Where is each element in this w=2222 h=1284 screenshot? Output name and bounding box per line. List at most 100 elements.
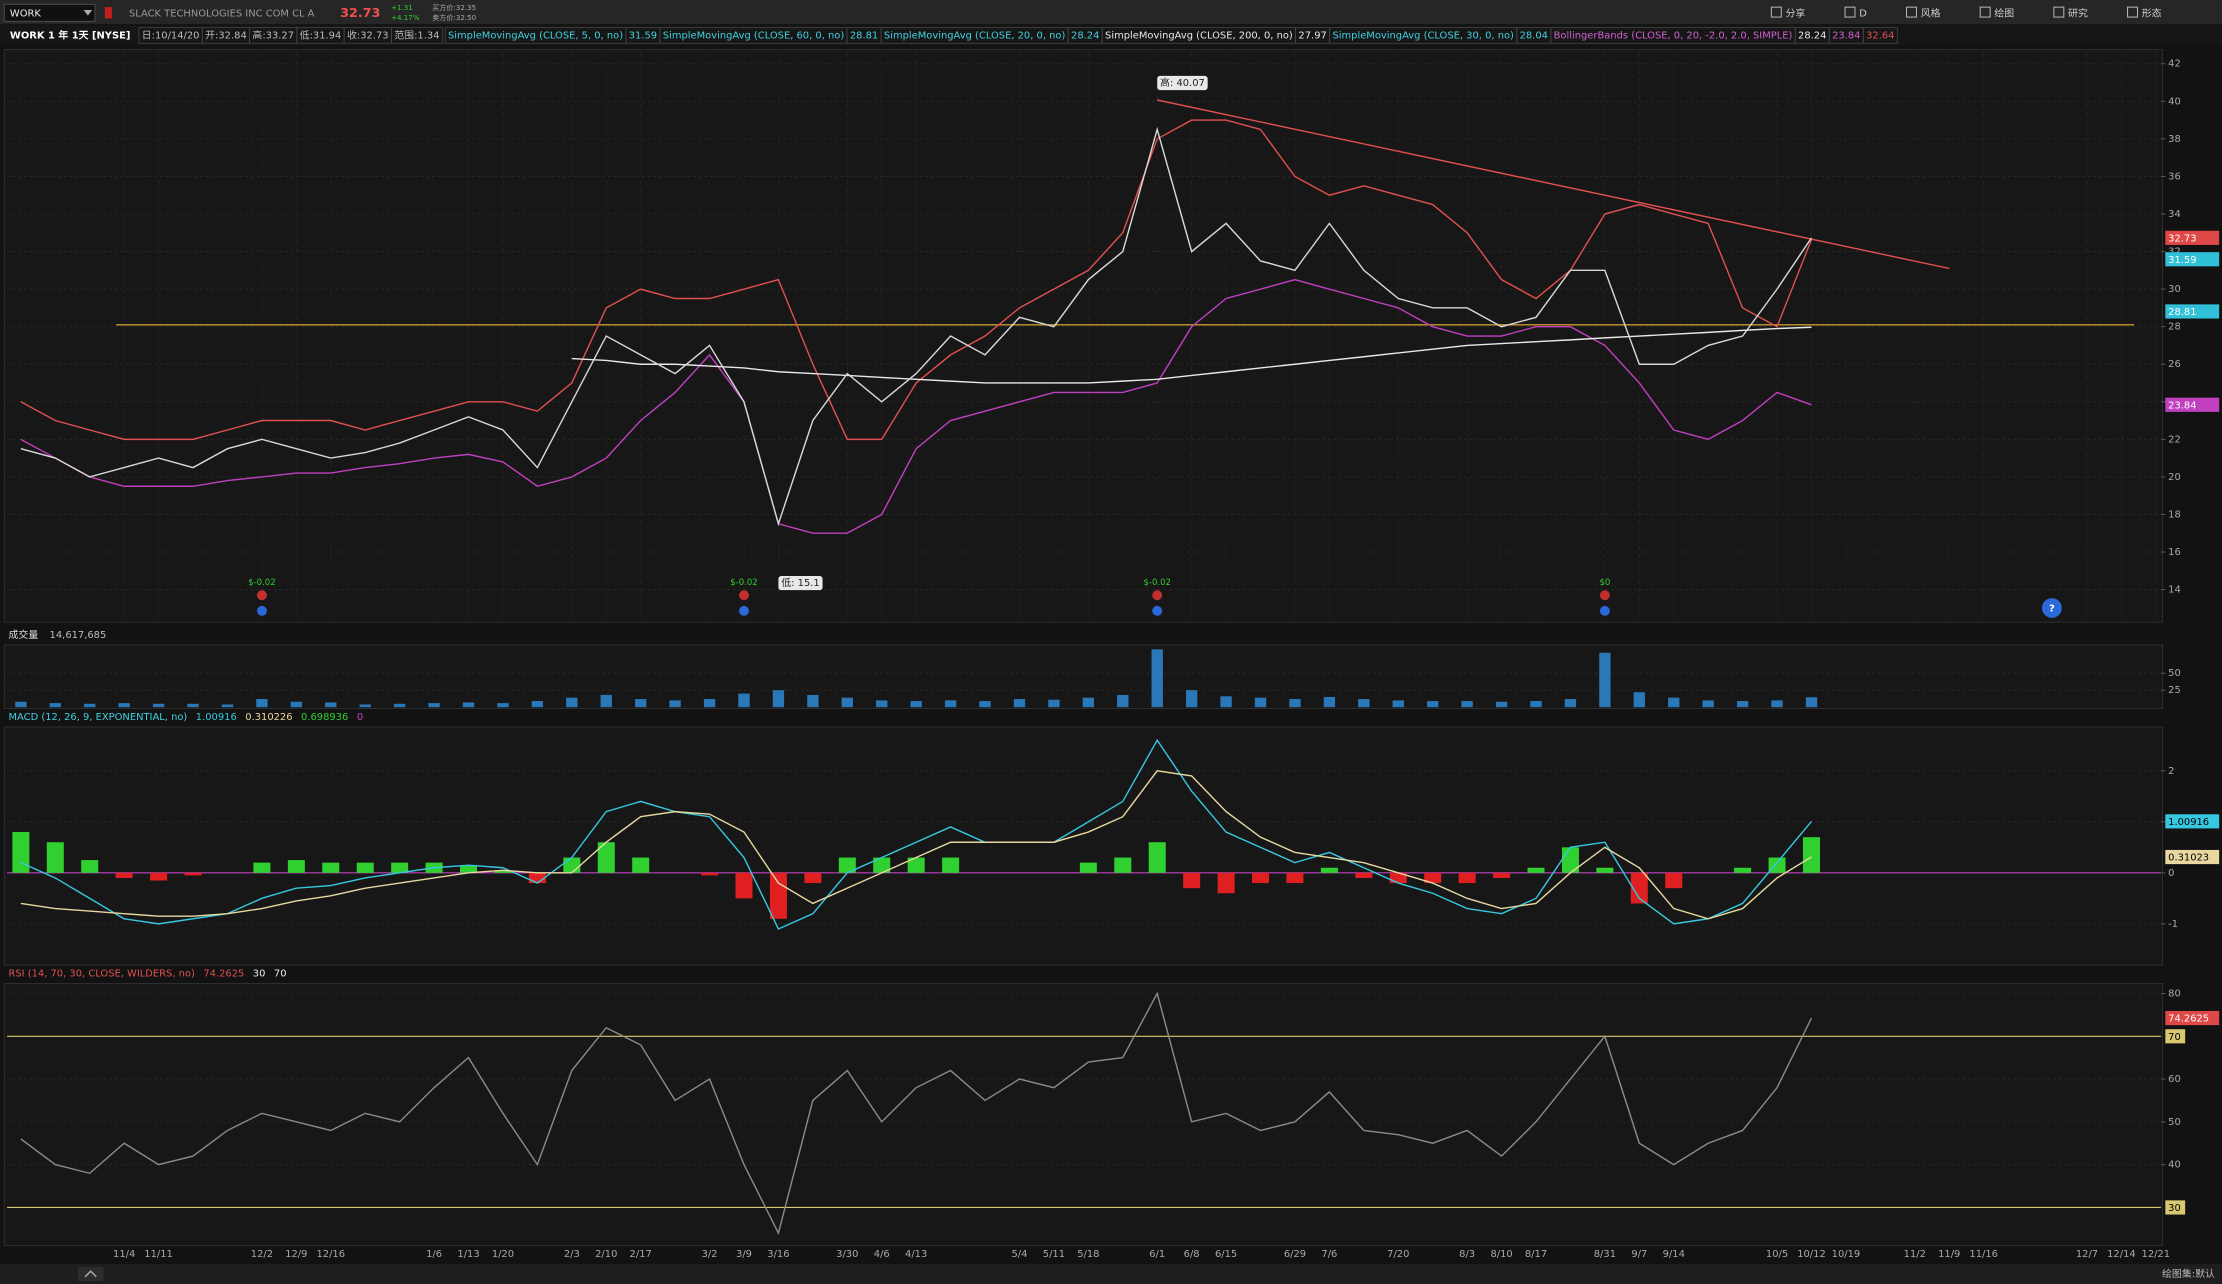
study-value: 32.64 (1866, 30, 1894, 41)
x-tick-label: 12/7 (2076, 1249, 2098, 1260)
macd-histogram-bar (1630, 872, 1648, 904)
header-row (0, 25, 2222, 46)
macd-histogram-bar (1458, 872, 1476, 884)
macd-histogram-bar (701, 872, 719, 876)
price-tag-label: 32.73 (2168, 234, 2196, 245)
y-tick-label: 2 (2168, 766, 2174, 777)
macd-histogram-bar (391, 862, 409, 873)
y-tick-label: 38 (2168, 134, 2181, 145)
volume-bar (1048, 699, 1060, 708)
x-tick-label: 3/2 (702, 1249, 718, 1260)
macd-panel (3, 726, 2163, 966)
macd-histogram-bar (1802, 837, 1820, 873)
ohlc-readout: 低:31.94 (300, 28, 342, 41)
toolbar-button-icon[interactable] (1770, 6, 1782, 18)
volume-bar (393, 703, 406, 708)
volume-bar (1358, 699, 1370, 708)
macd-histogram-bar (46, 842, 64, 873)
macd-histogram-bar (1320, 867, 1338, 873)
event-label: $-0.02 (1144, 578, 1171, 588)
toolbar-button[interactable]: 研究 (2068, 7, 2088, 20)
x-tick-label: 12/16 (316, 1249, 345, 1260)
x-tick-label: 3/9 (736, 1249, 752, 1260)
dividend-marker[interactable] (1599, 605, 1610, 616)
x-tick-label: 2/10 (595, 1249, 617, 1260)
toolbar-button[interactable]: 分享 (1786, 7, 1806, 20)
volume-bar (807, 694, 819, 708)
x-tick-label: 11/9 (1938, 1249, 1960, 1260)
volume-bar (497, 703, 509, 708)
toolbar-button[interactable]: 风格 (1921, 7, 1941, 20)
volume-bar (772, 690, 785, 708)
x-tick-label: 5/18 (1077, 1249, 1099, 1260)
drawing-set[interactable]: 绘图集:默认 (2162, 1267, 2215, 1280)
help-glyph[interactable]: ? (2049, 604, 2055, 615)
price-tag (2165, 814, 2220, 829)
x-tick-label: 10/19 (1832, 1249, 1861, 1260)
y-tick-label: 25 (2168, 685, 2181, 696)
panel-readout: 1.00916 (196, 712, 237, 723)
ohlc-readout: 收:32.73 (347, 28, 389, 41)
series-line (20, 126, 1813, 527)
y-tick-label: 30 (2168, 284, 2181, 295)
macd-histogram-bar (356, 862, 374, 873)
x-tick-label: 8/17 (1525, 1249, 1547, 1260)
dividend-marker[interactable] (739, 605, 749, 616)
study-label: SimpleMovingAvg (CLOSE, 20, 0, no) (884, 30, 1066, 41)
y-tick-label: 22 (2168, 434, 2181, 445)
earnings-marker[interactable] (256, 590, 267, 601)
symbol-box[interactable] (3, 3, 96, 22)
macd-histogram-bar (1079, 862, 1097, 873)
ohlc-readout-box (390, 27, 443, 44)
collapse-button[interactable] (77, 1266, 104, 1282)
macd-histogram-bar (735, 872, 753, 899)
event-label: $-0.02 (730, 578, 757, 588)
x-tick-label: 9/14 (1663, 1249, 1685, 1260)
macd-histogram-bar (769, 872, 787, 919)
extreme-box (778, 575, 823, 591)
toolbar-button[interactable]: 形态 (2142, 7, 2162, 20)
toolbar-button-icon[interactable] (2053, 6, 2065, 18)
extreme-label: 低: 15.1 (781, 576, 819, 589)
volume-bar (118, 703, 130, 708)
earnings-marker[interactable] (1599, 590, 1610, 601)
change: +1.31 (391, 3, 413, 12)
dividend-marker[interactable] (256, 605, 267, 616)
volume-bar (428, 703, 440, 708)
help-button[interactable] (2042, 598, 2062, 618)
volume-bar (1082, 697, 1095, 708)
volume-bar (15, 701, 27, 708)
symbol[interactable]: WORK (10, 9, 41, 20)
volume-bar (703, 699, 716, 708)
macd-histogram-bar (253, 862, 271, 873)
rsi-level-label: 70 (2168, 1032, 2181, 1043)
volume-bar (462, 702, 475, 708)
macd-histogram-bar (322, 862, 340, 873)
dividend-marker[interactable] (1152, 605, 1163, 616)
toolbar-button-icon[interactable] (1979, 6, 1991, 18)
volume-bar (1220, 696, 1232, 708)
toolbar-button-icon[interactable] (1844, 6, 1856, 18)
toolbar-button[interactable]: 绘图 (1994, 7, 2014, 20)
y-tick-label: 16 (2168, 547, 2181, 558)
toolbar-button[interactable]: D (1859, 9, 1867, 20)
volume-bar (600, 694, 612, 708)
macd-histogram-bar (907, 857, 925, 873)
toolbar-button-icon[interactable] (2127, 6, 2138, 18)
macd-histogram-bar (12, 832, 30, 873)
macd-histogram-bar (1424, 872, 1442, 884)
symbol-dropdown[interactable] (83, 9, 93, 16)
earnings-marker[interactable] (739, 590, 749, 601)
x-tick-label: 7/20 (1387, 1249, 1409, 1260)
series-line (20, 770, 1812, 920)
x-tick-label: 11/11 (144, 1249, 173, 1260)
study-value: 28.24 (1798, 30, 1826, 41)
study-value-box (1862, 27, 1898, 44)
y-tick-label: 28 (2168, 322, 2181, 333)
volume-bar (1736, 701, 1749, 708)
earnings-marker[interactable] (1152, 590, 1163, 601)
y-tick-label: 36 (2168, 171, 2181, 182)
toolbar-button-icon[interactable] (1906, 6, 1917, 18)
